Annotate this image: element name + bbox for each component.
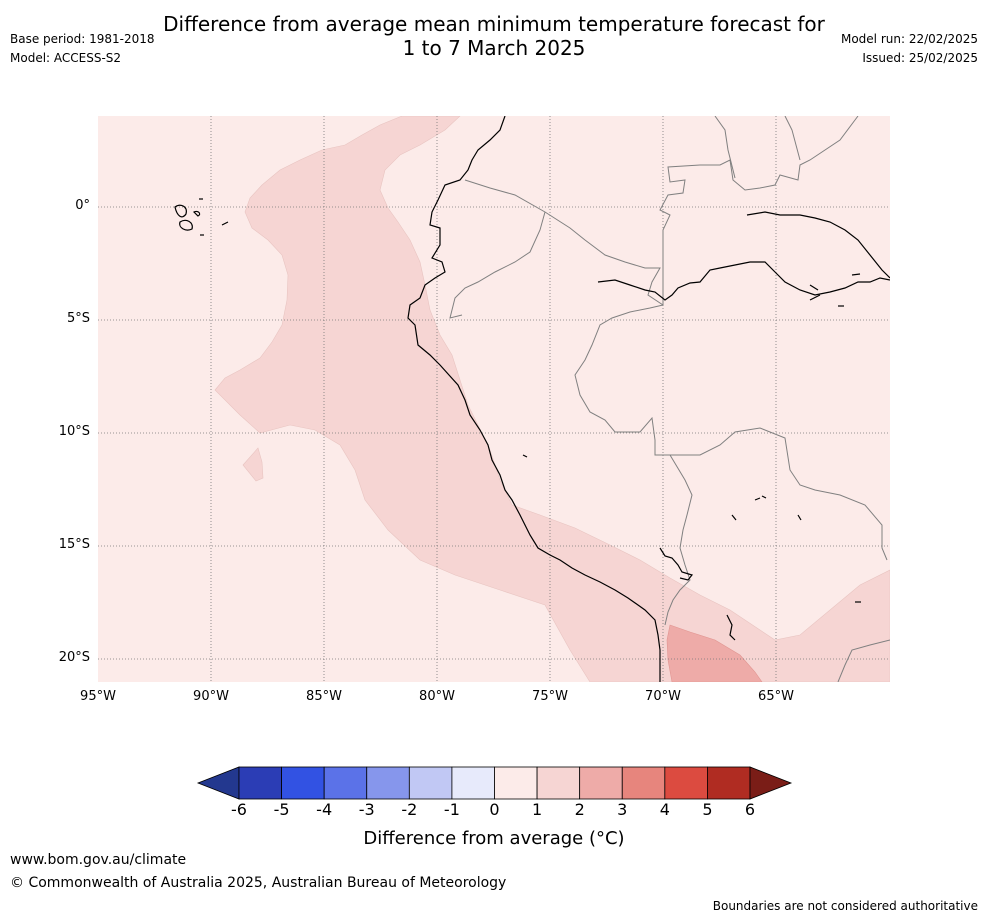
band-2-3-patch bbox=[666, 624, 763, 682]
lon-label-85w: 85°W bbox=[306, 689, 342, 704]
colorbar-tick-label: 0 bbox=[489, 800, 500, 819]
lon-label-70w: 70°W bbox=[645, 689, 681, 704]
title-line-2: 1 to 7 March 2025 bbox=[402, 36, 586, 60]
colorbar-segment bbox=[536, 766, 581, 800]
issued-text: Issued: 25/02/2025 bbox=[862, 51, 978, 65]
country-borders bbox=[449, 116, 890, 682]
website-url: www.bom.gov.au/climate bbox=[10, 852, 187, 868]
colorbar-segment bbox=[664, 766, 708, 800]
coastline bbox=[174, 116, 890, 682]
lon-label-65w: 65°W bbox=[758, 689, 794, 704]
colorbar-segment bbox=[408, 766, 453, 800]
lat-label-10s: 10°S bbox=[58, 424, 90, 439]
colorbar-segment bbox=[707, 766, 751, 800]
lat-label-20s: 20°S bbox=[58, 650, 90, 665]
colorbar-tick-label: 4 bbox=[659, 800, 670, 819]
colorbar-tick-label: -2 bbox=[401, 800, 418, 819]
colorbar-tick-label: 5 bbox=[702, 800, 713, 819]
band-1-2-patch bbox=[242, 447, 264, 482]
colorbar-segment bbox=[621, 766, 666, 800]
copyright-text: © Commonwealth of Australia 2025, Austra… bbox=[10, 875, 507, 891]
colorbar-title: Difference from average (°C) bbox=[363, 828, 625, 849]
lon-label-95w: 95°W bbox=[80, 689, 116, 704]
chart-title: Difference from average mean minimum tem… bbox=[0, 12, 988, 60]
lat-label-0: 0° bbox=[75, 198, 90, 213]
model-run-text: Model run: 22/02/2025 bbox=[840, 32, 978, 46]
lat-label-15s: 15°S bbox=[58, 537, 90, 552]
lon-label-80w: 80°W bbox=[419, 689, 455, 704]
colorbar-segment bbox=[451, 766, 495, 800]
gridlines bbox=[98, 116, 890, 682]
model-text: Model: ACCESS-S2 bbox=[10, 51, 122, 65]
colorbar-tick-label: -5 bbox=[273, 800, 290, 819]
colorbar-segment bbox=[323, 766, 368, 800]
lon-label-90w: 90°W bbox=[193, 689, 229, 704]
colorbar-segment bbox=[281, 766, 325, 800]
colorbar-tick-label: 1 bbox=[531, 800, 543, 819]
colorbar-tick-label: 3 bbox=[617, 800, 628, 819]
colorbar-tick-label: -3 bbox=[358, 800, 375, 819]
colorbar-tick-label: 2 bbox=[574, 800, 585, 819]
colorbar-tick-label: -4 bbox=[316, 800, 333, 819]
band-1-2-coastal bbox=[214, 116, 890, 682]
disclaimer-text: Boundaries are not considered authoritat… bbox=[712, 899, 978, 913]
colorbar-tick-label: 6 bbox=[744, 800, 756, 819]
colorbar-segment bbox=[494, 766, 538, 800]
colorbar-tick-label: -1 bbox=[443, 800, 460, 819]
lat-label-5s: 5°S bbox=[66, 311, 90, 326]
colorbar-segment bbox=[238, 766, 282, 800]
colorbar-tick-label: -6 bbox=[231, 800, 247, 819]
colorbar-extension-high bbox=[749, 766, 793, 800]
title-line-1: Difference from average mean minimum tem… bbox=[163, 12, 825, 36]
base-period-text: Base period: 1981-2018 bbox=[10, 32, 155, 46]
colorbar-segment bbox=[579, 766, 623, 800]
colorbar-extension-low bbox=[196, 766, 240, 800]
lon-label-75w: 75°W bbox=[532, 689, 568, 704]
colorbar-segment bbox=[366, 766, 410, 800]
